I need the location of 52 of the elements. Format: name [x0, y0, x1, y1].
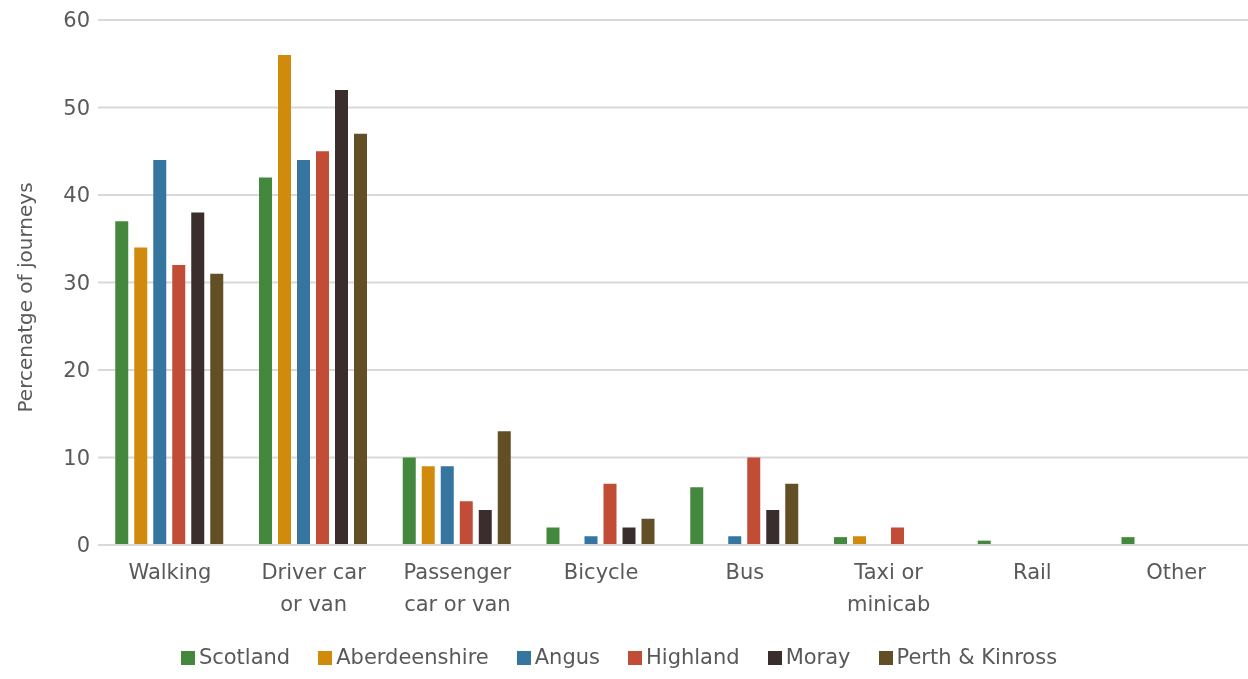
bar: [354, 133, 367, 545]
y-tick-label: 30: [63, 270, 90, 295]
bar: [297, 160, 310, 545]
bar: [440, 466, 454, 545]
bar: [766, 510, 780, 545]
legend-label: Angus: [534, 645, 601, 669]
legend-label: Perth & Kinross: [896, 645, 1058, 669]
bar: [478, 510, 492, 545]
bar: [603, 483, 617, 545]
y-tick-label: 10: [63, 445, 90, 470]
bar: [191, 212, 205, 545]
y-tick-label: 20: [63, 358, 90, 383]
legend-label: Aberdeenshire: [336, 645, 489, 669]
bar: [278, 55, 291, 545]
bar: [622, 527, 636, 545]
bar: [546, 527, 560, 545]
legend-label: Moray: [785, 645, 851, 669]
bar: [316, 151, 329, 545]
bar: [134, 247, 148, 545]
x-tick-label: Rail: [1013, 560, 1052, 584]
y-tick-label: 60: [63, 8, 90, 33]
x-tick-label: Driver car or van: [261, 560, 367, 616]
bar: [584, 536, 598, 545]
legend-label: Highland: [646, 645, 740, 669]
bar: [747, 457, 761, 545]
bar: [259, 177, 272, 545]
y-tick-label: 40: [63, 183, 90, 208]
y-axis-title: Percenatge of journeys: [13, 182, 38, 413]
y-tick-label: 0: [76, 533, 90, 558]
bar: [891, 527, 904, 545]
bar: [153, 160, 167, 545]
bar: [172, 265, 186, 545]
bar: [785, 483, 799, 545]
bar: [497, 431, 511, 545]
bar: [421, 466, 435, 545]
y-tick-label: 50: [63, 95, 90, 120]
bar: [335, 90, 348, 545]
bar: [690, 487, 704, 545]
bar: [728, 536, 742, 545]
x-tick-label: Walking: [128, 560, 212, 584]
bar: [402, 457, 416, 545]
bar: [641, 518, 655, 545]
bar: [459, 501, 473, 545]
legend-label: Scotland: [198, 645, 291, 669]
x-tick-label: Bicycle: [563, 560, 639, 584]
bar: [210, 273, 224, 545]
x-tick-label: Taxi or minicab: [847, 560, 931, 616]
bar: [853, 536, 866, 545]
x-tick-label: Other: [1146, 560, 1207, 584]
bar: [115, 221, 129, 545]
x-tick-label: Passenger car or van: [403, 560, 512, 616]
x-tick-label: Bus: [725, 560, 765, 584]
